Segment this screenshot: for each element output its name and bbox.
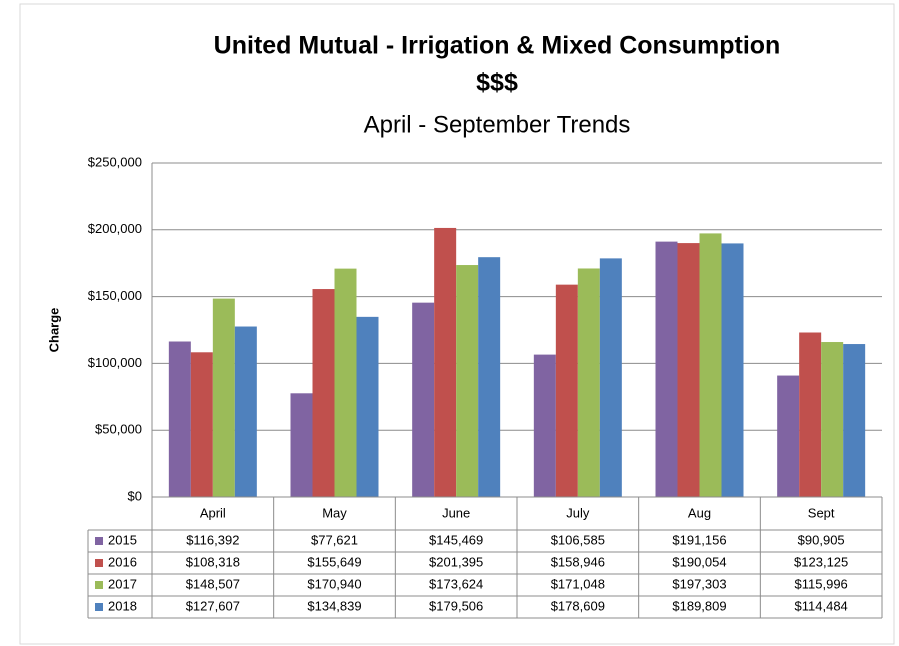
table-value: $145,469 (429, 532, 483, 547)
bar (677, 243, 700, 497)
chart-subtitle: April - September Trends (364, 111, 631, 138)
x-tick-label: Aug (688, 505, 711, 520)
table-value: $134,839 (307, 598, 361, 613)
y-tick-label: $150,000 (88, 288, 142, 303)
table-value: $148,507 (186, 576, 240, 591)
legend-label: 2015 (108, 532, 137, 547)
table-value: $190,054 (672, 554, 726, 569)
table-value: $114,484 (795, 598, 848, 613)
bar (212, 298, 235, 497)
bar (356, 316, 379, 497)
bar (290, 393, 313, 497)
legend-label: 2017 (108, 576, 137, 591)
table-value: $116,392 (186, 532, 239, 547)
bar (577, 268, 600, 497)
bar (799, 332, 822, 497)
legend-key (95, 559, 103, 567)
table-value: $108,318 (186, 554, 240, 569)
table-value: $173,624 (429, 576, 483, 591)
y-tick-label: $100,000 (88, 355, 142, 370)
legend-key (95, 581, 103, 589)
table-value: $197,303 (672, 576, 726, 591)
y-tick-label: $200,000 (88, 221, 142, 236)
x-tick-label: April (200, 505, 226, 520)
bar (434, 227, 457, 497)
bar (190, 352, 213, 497)
table-value: $171,048 (551, 576, 605, 591)
table-value: $191,156 (672, 532, 726, 547)
bar (478, 257, 501, 497)
table-value: $155,649 (307, 554, 361, 569)
table-value: $127,607 (186, 598, 240, 613)
bar (599, 258, 622, 497)
table-value: $178,609 (551, 598, 605, 613)
x-tick-label: June (442, 505, 470, 520)
legend-key (95, 603, 103, 611)
table-value: $77,621 (311, 532, 358, 547)
bar (699, 233, 722, 497)
bar (777, 375, 800, 497)
bar (168, 341, 191, 497)
bar (533, 354, 556, 497)
bar (412, 302, 435, 497)
table-value: $115,996 (795, 576, 848, 591)
bar (234, 326, 257, 497)
bar (821, 342, 844, 497)
x-tick-label: July (566, 505, 590, 520)
table-value: $158,946 (551, 554, 605, 569)
table-value: $170,940 (307, 576, 361, 591)
table-value: $90,905 (798, 532, 845, 547)
chart-title: United Mutual - Irrigation & Mixed Consu… (214, 32, 781, 60)
legend-key (95, 537, 103, 545)
y-tick-label: $250,000 (88, 154, 142, 169)
bar (655, 241, 678, 497)
bar (334, 268, 357, 497)
legend-label: 2018 (108, 598, 137, 613)
x-tick-label: Sept (808, 505, 835, 520)
y-tick-label: $50,000 (95, 422, 142, 437)
table-value: $201,395 (429, 554, 483, 569)
bar (843, 344, 866, 497)
y-axis-label: Charge (46, 308, 61, 353)
chart-title: $$$ (476, 69, 518, 97)
bar (456, 265, 479, 497)
bar (312, 289, 335, 497)
legend-label: 2016 (108, 554, 137, 569)
y-tick-label: $0 (128, 488, 142, 503)
bar (721, 243, 744, 497)
bar (555, 284, 578, 497)
table-value: $123,125 (794, 554, 848, 569)
table-value: $106,585 (551, 532, 605, 547)
x-tick-label: May (322, 505, 347, 520)
table-value: $179,506 (429, 598, 483, 613)
table-value: $189,809 (672, 598, 726, 613)
